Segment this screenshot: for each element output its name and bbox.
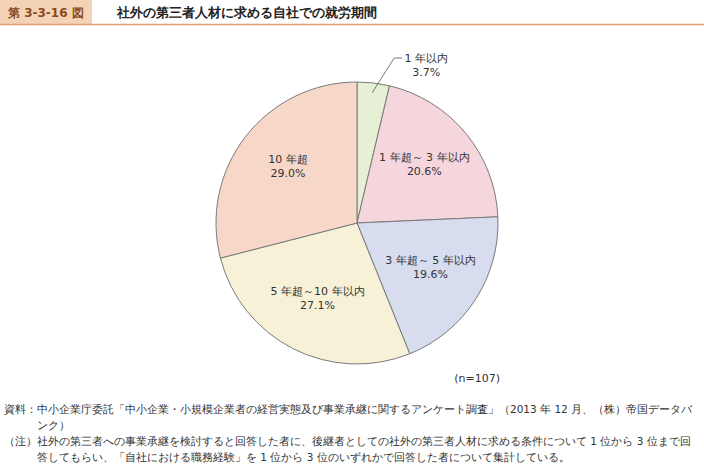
leader-line: [372, 58, 402, 93]
value-label: 29.0%: [270, 167, 305, 180]
value-label: 20.6%: [407, 165, 442, 178]
data-labels: 1 年以内3.7% 1 年超～ 3 年以内20.6% 3 年超～ 5 年以内19.6…: [268, 52, 476, 312]
title: 社外の第三者人材に求める自社での就労期間: [116, 5, 377, 20]
value-label: 19.6%: [413, 268, 448, 281]
figure-label: 第 3-3-16 図: [7, 6, 84, 20]
category-label: 1 年以内: [404, 52, 448, 65]
pie-slice: [357, 86, 498, 223]
footnote: 答してもらい、「自社における職務経験」を 1 位から 3 位のいずれかで回答した…: [37, 451, 570, 464]
value-label: 3.7%: [412, 66, 440, 79]
header-rule: [0, 24, 704, 26]
pie-slice: [216, 82, 357, 258]
pie: [216, 82, 498, 364]
footnote: （注）社外の第三者への事業承継を検討すると回答した者に、後継者としての社外の第三…: [4, 435, 691, 448]
value-label: 27.1%: [300, 299, 335, 312]
category-label: 3 年超～ 5 年以内: [385, 254, 476, 267]
category-label: 10 年超: [268, 153, 308, 166]
source-note: ンク）: [37, 419, 70, 431]
sample-size: (n=107): [454, 372, 500, 385]
chart: 第 3-3-16 図社外の第三者人材に求める自社での就労期間1 年以内3.7%1…: [0, 0, 704, 465]
category-label: 5 年超～10 年以内: [271, 285, 365, 298]
source-note: 資料：中小企業庁委託「中小企業・小規模企業者の経営実態及び事業承継に関するアンケ…: [4, 403, 693, 416]
category-label: 1 年超～ 3 年以内: [379, 151, 470, 164]
figure-label-box: [0, 0, 92, 24]
